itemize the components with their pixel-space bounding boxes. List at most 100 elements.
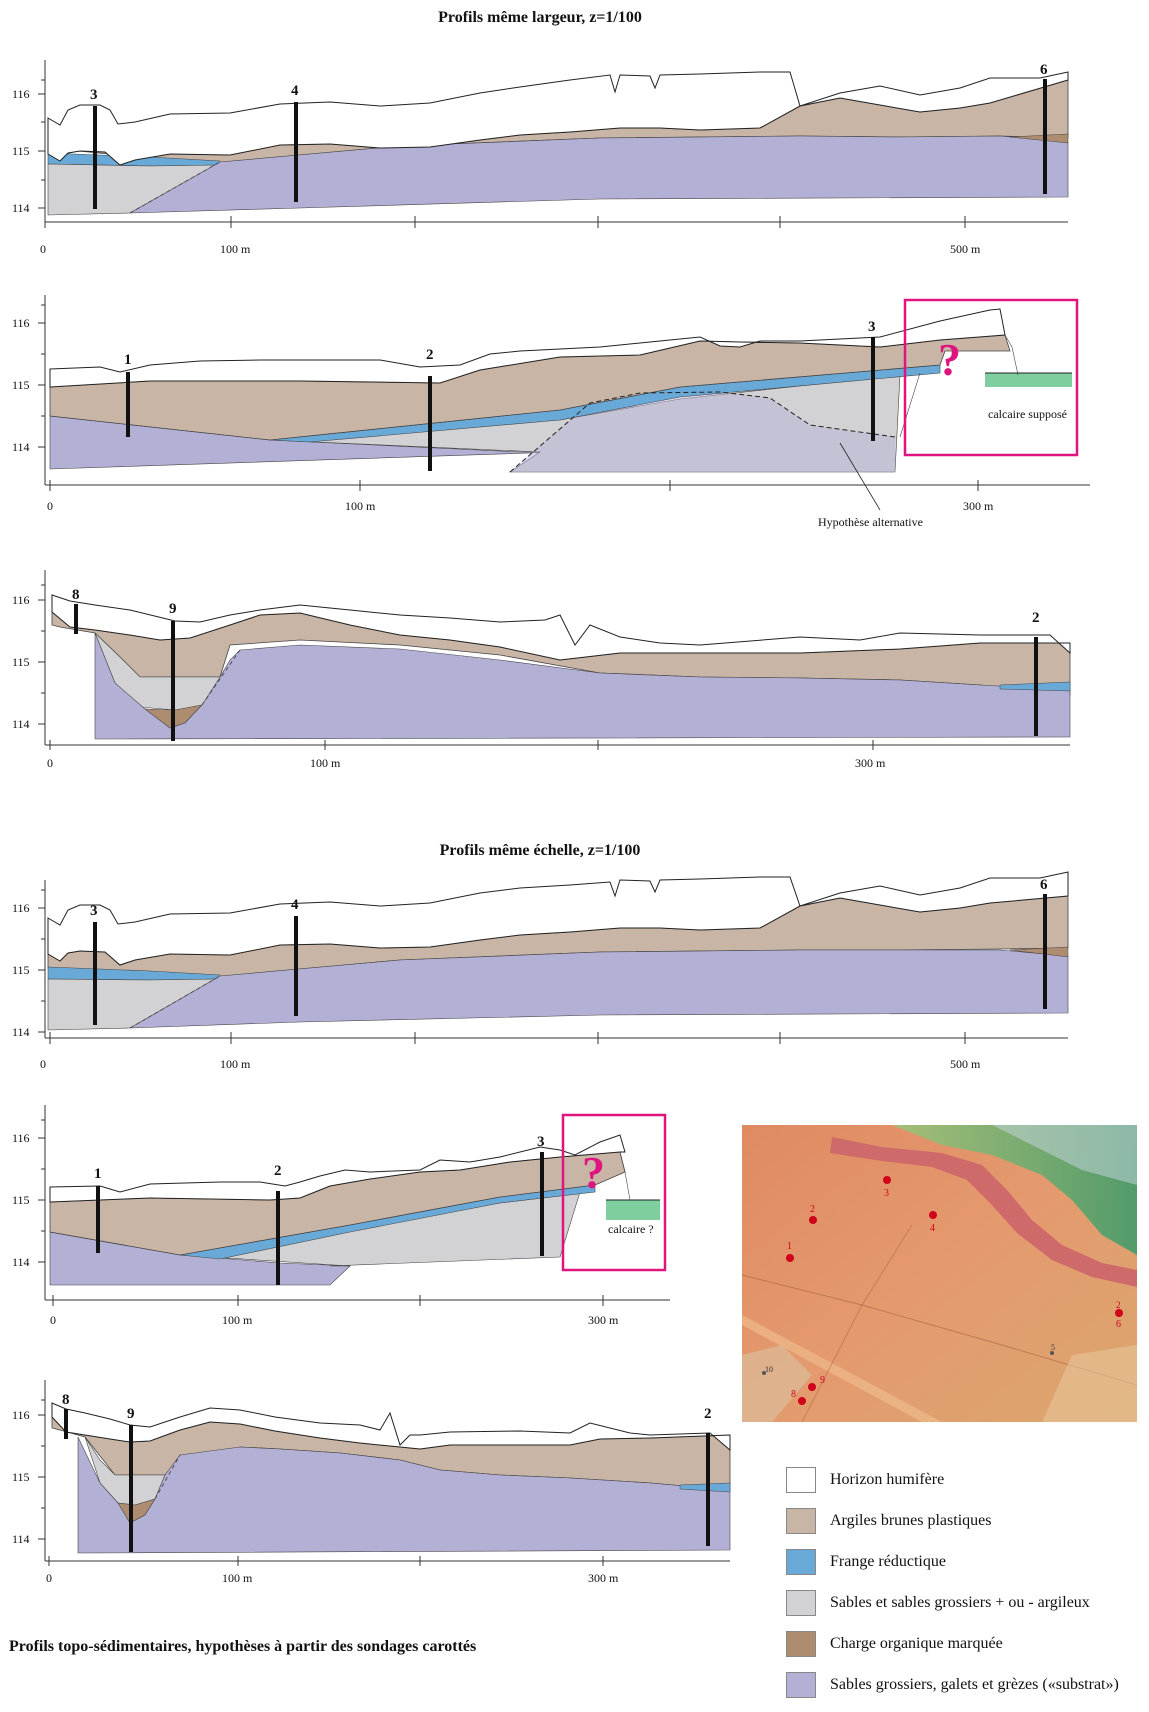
- organique-layer: [1009, 133, 1069, 144]
- xtick-0: 0: [50, 1313, 56, 1327]
- organique-layer: [1009, 946, 1069, 958]
- legend-swatch: [786, 1466, 816, 1493]
- ytick-114: 114: [12, 440, 30, 454]
- xtick-300m: 300 m: [963, 499, 994, 513]
- svg-text:3: 3: [868, 319, 876, 335]
- borehole-2: 2: [274, 1163, 282, 1285]
- substrat-layer: [129, 135, 1069, 214]
- svg-text:9: 9: [169, 601, 177, 617]
- legend-label: Horizon humifère: [830, 1470, 945, 1488]
- humus-layer: [49, 308, 1006, 388]
- title-meme-echelle: Profils même échelle, z=1/100: [439, 842, 641, 859]
- svg-text:3: 3: [90, 87, 98, 103]
- xtick-300m: 300 m: [588, 1571, 619, 1585]
- map-borehole-8: 8: [791, 1389, 806, 1405]
- humus-layer: [51, 1402, 731, 1452]
- borehole-2: 2: [704, 1406, 712, 1546]
- ytick-116: 116: [12, 593, 30, 607]
- xtick-100m: 100 m: [310, 756, 341, 770]
- svg-text:9: 9: [127, 1406, 135, 1422]
- humus-layer: [51, 594, 1071, 661]
- xtick-100m: 100 m: [220, 242, 251, 256]
- calcaire-layer: [985, 334, 1072, 387]
- question-mark: ?: [582, 1147, 605, 1198]
- legend-label: Charge organique marquée: [830, 1634, 1003, 1652]
- title-meme-largeur: Profils même largeur, z=1/100: [438, 9, 642, 26]
- svg-text:2: 2: [274, 1163, 282, 1179]
- sable-layer: [269, 374, 901, 473]
- map-borehole-10: 10: [762, 1365, 773, 1375]
- svg-text:1: 1: [787, 1241, 792, 1252]
- legend: Horizon humifère Argiles brunes plastiqu…: [786, 1466, 1119, 1712]
- borehole-9: 9: [169, 601, 177, 741]
- svg-text:2: 2: [1032, 610, 1040, 626]
- borehole-3: 3: [90, 903, 98, 1025]
- xtick-100m: 100 m: [220, 1057, 251, 1071]
- profile-1-2-3-echelle: ? calcaire ? 116 115 114 0 100 m 300 m 1…: [0, 1100, 700, 1330]
- svg-text:8: 8: [791, 1389, 796, 1400]
- svg-text:1: 1: [94, 1166, 102, 1182]
- map-borehole-3: 3: [883, 1176, 891, 1199]
- calcaire-layer: [606, 1151, 660, 1220]
- legend-swatch: [786, 1548, 816, 1575]
- legend-label: Sables grossiers, galets et grèzes («sub…: [830, 1675, 1119, 1693]
- legend-swatch: [786, 1671, 816, 1698]
- borehole-9: 9: [127, 1406, 135, 1552]
- borehole-4: 4: [291, 897, 299, 1016]
- humus-layer: [49, 1134, 626, 1203]
- svg-text:4: 4: [291, 83, 299, 99]
- substrat-alt-layer: [510, 392, 895, 472]
- svg-text:2: 2: [704, 1406, 712, 1422]
- svg-text:3: 3: [884, 1188, 889, 1199]
- ytick-114: 114: [12, 717, 30, 731]
- xtick-0: 0: [40, 242, 46, 256]
- xtick-500m: 500 m: [950, 1057, 981, 1071]
- legend-item-organique: Charge organique marquée: [786, 1630, 1119, 1657]
- borehole-1: 1: [124, 352, 132, 437]
- legend-item-frange: Frange réductique: [786, 1548, 1119, 1575]
- legend-item-humus: Horizon humifère: [786, 1466, 1119, 1493]
- svg-text:6: 6: [1040, 877, 1048, 893]
- xtick-0: 0: [40, 1057, 46, 1071]
- ytick-115: 115: [12, 1193, 30, 1207]
- svg-text:5: 5: [1051, 1343, 1055, 1352]
- legend-swatch: [786, 1507, 816, 1534]
- ytick-116: 116: [12, 87, 30, 101]
- ytick-116: 116: [12, 901, 30, 915]
- legend-label: Sables et sables grossiers + ou - argile…: [830, 1593, 1090, 1611]
- axes: [38, 1380, 730, 1566]
- legend-swatch: [786, 1630, 816, 1657]
- profile-1-2-3-largeur: ? calcaire supposé Hypothèse alternative…: [0, 275, 1100, 535]
- svg-text:2: 2: [1116, 1300, 1121, 1310]
- map-borehole-9: 9: [808, 1375, 825, 1391]
- xtick-300m: 300 m: [855, 756, 886, 770]
- borehole-8: 8: [72, 587, 80, 634]
- hypothese-alternative-label: Hypothèse alternative: [818, 515, 923, 529]
- profile-3-4-6-echelle: 116 115 114 0 100 m 500 m 3 4 6: [0, 871, 1100, 1080]
- ytick-116: 116: [12, 1131, 30, 1145]
- ytick-116: 116: [12, 316, 30, 330]
- substrat-layer: [129, 949, 1069, 1029]
- svg-text:2: 2: [426, 347, 434, 363]
- borehole-3: 3: [868, 319, 876, 441]
- ytick-114: 114: [12, 1255, 30, 1269]
- svg-text:4: 4: [930, 1223, 935, 1234]
- xtick-500m: 500 m: [950, 242, 981, 256]
- axes: [38, 60, 1068, 228]
- legend-item-sable: Sables et sables grossiers + ou - argile…: [786, 1589, 1119, 1616]
- xtick-0: 0: [47, 756, 53, 770]
- frange-layer: [679, 1482, 731, 1493]
- svg-text:1: 1: [124, 352, 132, 368]
- ytick-114: 114: [12, 1025, 30, 1039]
- humus-layer: [47, 871, 1069, 966]
- xtick-0: 0: [47, 499, 53, 513]
- svg-text:8: 8: [62, 1392, 70, 1408]
- svg-text:9: 9: [820, 1375, 825, 1386]
- profile-8-9-2-largeur: 116 115 114 0 100 m 300 m 8 9 2: [0, 565, 1100, 780]
- map-borehole-5: 5: [1050, 1343, 1055, 1355]
- svg-text:8: 8: [72, 587, 80, 603]
- legend-item-argile: Argiles brunes plastiques: [786, 1507, 1119, 1534]
- legend-label: Frange réductique: [830, 1552, 946, 1570]
- borehole-4: 4: [291, 83, 299, 202]
- axes: [38, 295, 1090, 491]
